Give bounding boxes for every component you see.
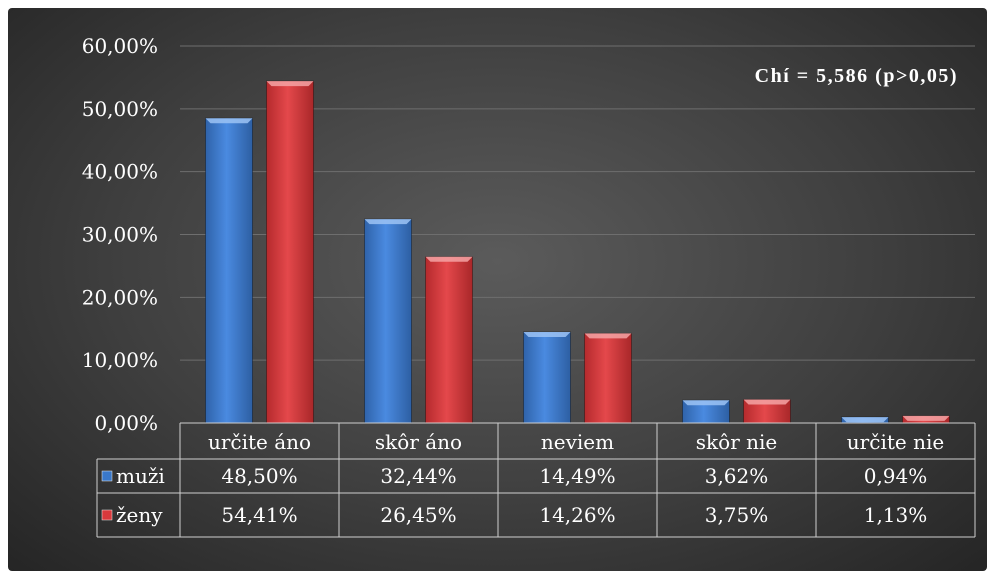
- data-label: 0,94%: [864, 464, 928, 488]
- bar-bevel: [266, 81, 314, 87]
- data-label: 26,45%: [380, 503, 456, 527]
- bar-body: [425, 256, 473, 424]
- bar-muzi: [523, 331, 571, 424]
- data-label: 32,44%: [380, 464, 456, 488]
- category-label: určite áno: [208, 430, 311, 454]
- bar-bevel: [523, 331, 571, 337]
- data-label: 14,49%: [539, 464, 615, 488]
- legend-label: muži: [116, 464, 165, 488]
- category-label: skôr nie: [696, 430, 777, 454]
- category-label: určite nie: [847, 430, 944, 454]
- bar-zeny: [266, 80, 314, 424]
- bar-zeny: [425, 256, 473, 424]
- data-table: určite áno skôr áno neviem skôr nie určite n…: [96, 422, 976, 538]
- y-tick-label: 0,00%: [94, 411, 158, 435]
- bar-body: [523, 331, 571, 424]
- bar-body: [266, 80, 314, 424]
- bar-zeny: [743, 398, 791, 424]
- bar-bevel: [425, 256, 473, 262]
- bar-bevel: [682, 400, 730, 406]
- y-tick-label: 10,00%: [82, 348, 158, 372]
- bar-bevel: [584, 333, 632, 339]
- legend-marker: [101, 470, 113, 482]
- bar-muzi: [205, 117, 253, 424]
- bar-zeny: [584, 332, 632, 424]
- y-tick-label: 50,00%: [82, 97, 158, 121]
- bar-body: [364, 218, 412, 424]
- y-tick-label: 20,00%: [82, 285, 158, 309]
- data-label: 3,75%: [705, 503, 769, 527]
- legend-marker: [101, 509, 113, 521]
- y-axis-ticks: 0,00% 10,00% 20,00% 30,00% 40,00% 50,00% 60,00…: [82, 34, 158, 435]
- bar-bevel: [743, 399, 791, 405]
- data-label: 1,13%: [864, 503, 928, 527]
- bar-body: [205, 117, 253, 424]
- bar-bevel: [902, 415, 950, 421]
- bar-bevel: [205, 118, 253, 124]
- y-tick-label: 40,00%: [82, 160, 158, 184]
- y-tick-label: 30,00%: [82, 223, 158, 247]
- y-tick-label: 60,00%: [82, 34, 158, 58]
- data-label: 14,26%: [539, 503, 615, 527]
- category-label: neviem: [541, 430, 614, 454]
- category-label: skôr áno: [375, 430, 462, 454]
- bars: [205, 80, 950, 424]
- bar-muzi: [682, 399, 730, 424]
- bar-muzi: [364, 218, 412, 424]
- bar-bevel: [364, 219, 412, 225]
- bar-muzi: [841, 416, 889, 424]
- legend-label: ženy: [116, 503, 163, 527]
- data-label: 3,62%: [705, 464, 769, 488]
- bar-body: [584, 332, 632, 424]
- data-label: 48,50%: [221, 464, 297, 488]
- bar-bevel: [841, 417, 889, 423]
- data-label: 54,41%: [221, 503, 297, 527]
- chi-square-annotation: Chí = 5,586 (p>0,05): [755, 65, 958, 87]
- bar-zeny: [902, 415, 950, 424]
